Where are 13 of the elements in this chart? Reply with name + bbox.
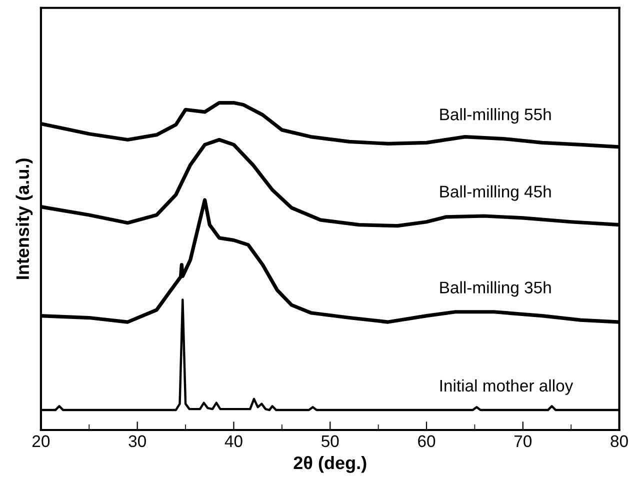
x-tick-label: 70: [514, 435, 532, 448]
x-tick-label: 40: [224, 435, 242, 448]
series-label: Ball-milling 55h: [440, 108, 551, 124]
x-axis-title: 2θ (deg.): [294, 456, 366, 473]
x-tick-label: 60: [418, 435, 436, 448]
x-tick-label: 30: [128, 435, 146, 448]
series-label: Ball-milling 35h: [440, 281, 551, 297]
series-label: Ball-milling 45h: [440, 185, 551, 201]
series-label: Initial mother alloy: [440, 379, 574, 395]
y-axis-title: Intensity (a.u.): [16, 158, 33, 279]
x-tick-label: 80: [610, 435, 628, 448]
x-tick-label: 50: [322, 435, 339, 448]
x-tick-label: 20: [32, 435, 50, 448]
